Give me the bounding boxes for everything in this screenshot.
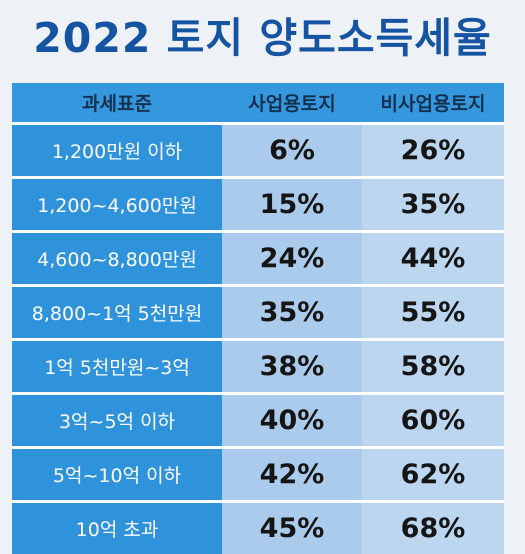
business-rate-cell: 6%: [222, 124, 362, 178]
non-business-rate-cell: 68%: [362, 502, 504, 554]
table-row: 3억~5억 이하 40% 60%: [12, 394, 504, 448]
tax-bracket-cell: 1,200~4,600만원: [12, 178, 222, 232]
table-row: 8,800~1억 5천만원 35% 55%: [12, 286, 504, 340]
header-tax-base: 과세표준: [12, 83, 222, 124]
tax-bracket-cell: 4,600~8,800만원: [12, 232, 222, 286]
header-business-land: 사업용토지: [222, 83, 362, 124]
table-header-row: 과세표준 사업용토지 비사업용토지: [12, 83, 504, 124]
non-business-rate-cell: 58%: [362, 340, 504, 394]
non-business-rate-cell: 44%: [362, 232, 504, 286]
business-rate-cell: 42%: [222, 448, 362, 502]
business-rate-cell: 35%: [222, 286, 362, 340]
tax-bracket-cell: 1억 5천만원~3억: [12, 340, 222, 394]
tax-bracket-cell: 3억~5억 이하: [12, 394, 222, 448]
business-rate-cell: 40%: [222, 394, 362, 448]
table-row: 1억 5천만원~3억 38% 58%: [12, 340, 504, 394]
non-business-rate-cell: 26%: [362, 124, 504, 178]
business-rate-cell: 38%: [222, 340, 362, 394]
header-non-business-land: 비사업용토지: [362, 83, 504, 124]
table-row: 4,600~8,800만원 24% 44%: [12, 232, 504, 286]
tax-bracket-cell: 5억~10억 이하: [12, 448, 222, 502]
business-rate-cell: 24%: [222, 232, 362, 286]
tax-rate-table: 과세표준 사업용토지 비사업용토지 1,200만원 이하 6% 26% 1,20…: [12, 83, 504, 554]
page-title: 2022 토지 양도소득세율: [0, 12, 525, 64]
table-row: 5억~10억 이하 42% 62%: [12, 448, 504, 502]
business-rate-cell: 15%: [222, 178, 362, 232]
tax-bracket-cell: 1,200만원 이하: [12, 124, 222, 178]
non-business-rate-cell: 35%: [362, 178, 504, 232]
tax-bracket-cell: 10억 초과: [12, 502, 222, 554]
table-row: 10억 초과 45% 68%: [12, 502, 504, 554]
business-rate-cell: 45%: [222, 502, 362, 554]
non-business-rate-cell: 55%: [362, 286, 504, 340]
table-row: 1,200만원 이하 6% 26%: [12, 124, 504, 178]
non-business-rate-cell: 60%: [362, 394, 504, 448]
table-row: 1,200~4,600만원 15% 35%: [12, 178, 504, 232]
page: 2022 토지 양도소득세율 과세표준 사업용토지 비사업용토지 1,200만원…: [0, 0, 525, 530]
non-business-rate-cell: 62%: [362, 448, 504, 502]
tax-bracket-cell: 8,800~1억 5천만원: [12, 286, 222, 340]
